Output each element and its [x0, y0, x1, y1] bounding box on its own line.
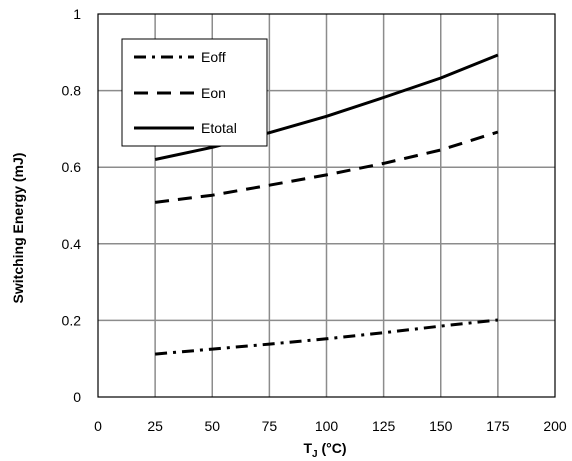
series-line-eon: [154, 130, 499, 204]
x-tick-label-8: 200: [543, 418, 567, 434]
x-tick-label-0: 0: [94, 418, 102, 434]
y-tick-label-1: 0.2: [62, 312, 82, 328]
legend: Eoff Eon Etotal: [121, 38, 268, 147]
plot-frame: [97, 13, 556, 398]
series-lines: [154, 53, 499, 356]
x-tick-label-3: 75: [262, 418, 278, 434]
tick-labels: 0 25 50 75 100 125 150 175 200 0 0.2 0.4 0.6 0.8 1: [62, 6, 567, 434]
y-tick-label-4: 0.8: [62, 83, 82, 99]
legend-label-eoff: Eoff: [201, 49, 226, 65]
y-tick-label-0: 0: [73, 389, 81, 405]
x-tick-label-5: 125: [372, 418, 396, 434]
x-tick-label-4: 100: [315, 418, 339, 434]
x-tick-label-7: 175: [486, 418, 510, 434]
y-tick-label-2: 0.4: [62, 236, 82, 252]
legend-label-eon: Eon: [201, 85, 226, 101]
series-line-etotal: [154, 53, 499, 161]
x-tick-label-1: 25: [147, 418, 163, 434]
series-line-eoff: [154, 318, 499, 356]
x-tick-label-6: 150: [429, 418, 453, 434]
legend-label-etotal: Etotal: [201, 120, 237, 136]
plot-area-border: [97, 13, 556, 398]
y-axis-label: Switching Energy (mJ): [10, 153, 26, 304]
x-axis-label-main: T: [303, 440, 312, 456]
x-axis-label: TJ (°C): [303, 440, 346, 460]
y-tick-label-3: 0.6: [62, 159, 82, 175]
y-tick-label-5: 1: [73, 6, 81, 22]
x-tick-label-2: 50: [204, 418, 220, 434]
x-axis-label-subscript: J: [312, 449, 318, 460]
axis-titles: Switching Energy (mJ) TJ (°C): [10, 153, 347, 460]
x-axis-label-unit: (°C): [318, 440, 347, 456]
